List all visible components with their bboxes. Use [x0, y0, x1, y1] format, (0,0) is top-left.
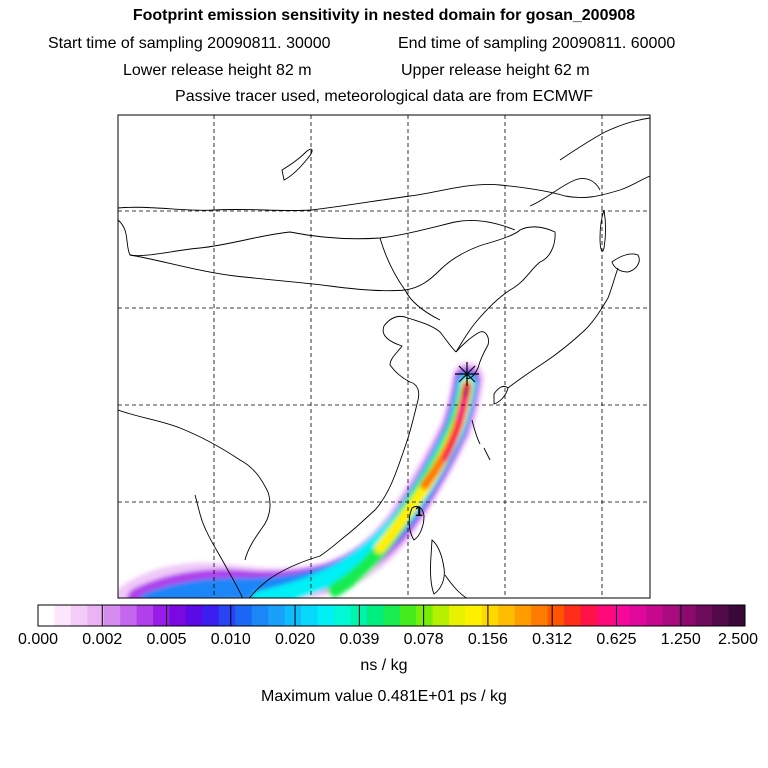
border-china-inner — [379, 237, 441, 321]
colorbar-cell — [38, 605, 55, 626]
colorbar-cell — [87, 605, 105, 626]
border-southwest-china — [244, 491, 271, 561]
colorbar-cell — [498, 605, 516, 626]
colorbar-cell — [366, 605, 384, 626]
colorbar-cell — [333, 605, 351, 626]
colorbar-cell — [662, 605, 680, 626]
colorbar-cell — [268, 605, 286, 626]
coastline-philippines-south — [444, 574, 468, 598]
coastline-sakhalin — [599, 209, 606, 252]
coastline-taiwan — [408, 505, 425, 541]
colorbar-cell — [153, 605, 171, 626]
coastline-kamchatka — [559, 117, 650, 161]
sampling-start-time: Start time of sampling 20090811. 30000 — [48, 35, 331, 52]
colorbar-cell — [481, 605, 499, 626]
colorbar-cell — [416, 605, 434, 626]
colorbar-cell — [679, 605, 697, 626]
coastline-okhotsk — [529, 178, 601, 207]
colorbar-tick-label: 0.010 — [210, 631, 251, 648]
colorbar-cell — [235, 605, 253, 626]
colorbar-tick-label: 0.078 — [403, 631, 444, 648]
colorbar-cell — [399, 605, 417, 626]
colorbar-cell — [317, 605, 335, 626]
colorbar-cell — [597, 605, 614, 626]
receptor-star-icon — [455, 362, 479, 386]
tracer-info: Passive tracer used, meteorological data… — [175, 88, 593, 105]
colorbar-cell — [54, 605, 72, 626]
colorbar-cell — [284, 605, 302, 626]
colorbar-cell — [465, 605, 483, 626]
coastline-japan-hokkaido — [611, 253, 640, 273]
colorbar-tick-label: 0.005 — [146, 631, 187, 648]
coastline-japan-honshu — [507, 267, 619, 389]
colorbar-tick-label: 1.250 — [660, 631, 701, 648]
colorbar-cell — [169, 605, 187, 626]
lower-release-height: Lower release height 82 m — [123, 62, 312, 79]
colorbar-tick-label: 0.625 — [596, 631, 637, 648]
colorbar-cell — [449, 605, 466, 626]
colorbar-tick-label: 0.000 — [17, 631, 59, 648]
plot-title: Footprint emission sensitivity in nested… — [132, 7, 636, 24]
coastline-south-china — [248, 555, 321, 598]
border-china-north — [129, 226, 556, 353]
colorbar-cell — [70, 605, 88, 626]
coastline-china-east — [319, 399, 419, 557]
colorbar-cell — [251, 605, 269, 626]
map-frame — [117, 114, 651, 599]
colorbar-cell — [629, 605, 647, 626]
colorbar-cell — [120, 605, 138, 626]
coastline-korea — [382, 315, 457, 401]
colorbar-cell — [728, 605, 746, 626]
colorbar-cell — [613, 605, 631, 626]
sampling-end-time: End time of sampling 20090811. 60000 — [398, 35, 676, 52]
colorbar-cell — [202, 605, 220, 626]
colorbar-tick-label: 0.039 — [339, 631, 380, 648]
colorbar-tick-label: 0.020 — [275, 631, 316, 648]
colorbar-cell — [185, 605, 203, 626]
colorbar-cell — [712, 605, 730, 626]
colorbar-cell — [383, 605, 401, 626]
colorbar-tick-label: 0.156 — [467, 631, 508, 648]
coastline-philippines-luzon — [430, 539, 445, 595]
footprint-map: 1 — [117, 114, 651, 599]
coastline-russia-north — [118, 175, 650, 212]
colorbar-cell — [103, 605, 121, 626]
coastline-ryukyu — [471, 419, 491, 461]
border-himalaya — [118, 409, 269, 493]
upper-release-height: Upper release height 62 m — [401, 62, 590, 79]
colorbar-tick-label: 0.002 — [82, 631, 123, 648]
colorbar-cell — [514, 605, 532, 626]
coastline-japan-kyushu — [493, 385, 509, 405]
map-background — [118, 115, 650, 598]
maximum-value: Maximum value 0.481E+01 ps / kg — [261, 688, 507, 705]
colorbar-cell — [547, 605, 565, 626]
colorbar — [37, 604, 746, 627]
colorbar-tick-label: 2.500 — [717, 631, 759, 648]
colorbar-cell — [301, 605, 319, 626]
coastline-indochina — [194, 494, 244, 598]
colorbar-tick-label: 0.312 — [532, 631, 573, 648]
footprint-plume — [118, 362, 484, 598]
colorbar-cell — [646, 605, 664, 626]
coastline-lake-baikal — [281, 148, 313, 181]
colorbar-cell — [136, 605, 154, 626]
colorbar-units: ns / kg — [360, 657, 408, 674]
colorbar-cell — [695, 605, 713, 626]
colorbar-cell — [531, 605, 549, 626]
graticule — [118, 115, 650, 598]
plume-layer-dark — [462, 385, 469, 398]
colorbar-cell — [580, 605, 598, 626]
colorbar-cell — [564, 605, 582, 626]
colorbar-cell — [218, 605, 236, 626]
trajectory-point-label: 1 — [415, 503, 423, 519]
colorbar-cell — [432, 605, 450, 626]
